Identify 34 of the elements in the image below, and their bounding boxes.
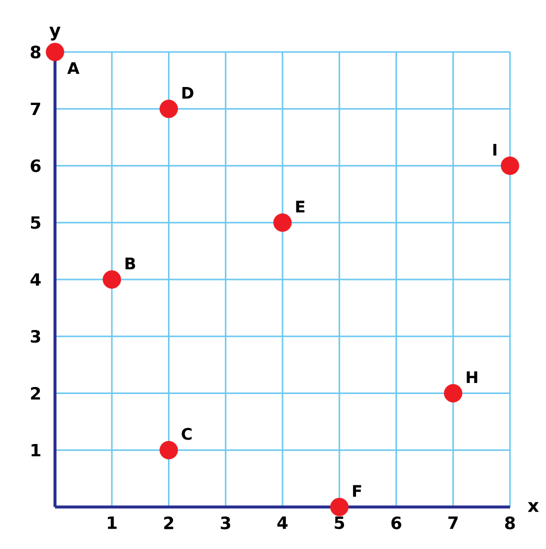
point (160, 100, 178, 118)
annotation: D (182, 87, 194, 99)
annotation: B (126, 258, 136, 270)
x-tick-label: 2 (164, 516, 174, 530)
x-tick-label: 7 (448, 516, 458, 529)
annotation: C (182, 428, 192, 440)
point (160, 440, 178, 460)
y-tick-label: 7 (30, 102, 40, 116)
point (330, 498, 349, 516)
y-tick-label: 5 (31, 216, 40, 229)
y-tick-label: 6 (30, 159, 41, 172)
x-tick-label: 1 (108, 516, 117, 529)
annotation: F (353, 485, 362, 497)
x-tick-label: 6 (391, 516, 402, 530)
y-tick-label: 2 (31, 386, 40, 400)
x-tick-label: 8 (505, 516, 515, 530)
y-axis-title: y (49, 26, 61, 40)
x-axis-title: x (528, 502, 539, 512)
annotation: H (466, 371, 478, 384)
point (500, 156, 520, 175)
annotation: E (296, 200, 304, 212)
x-tick-label: 4 (277, 516, 288, 529)
point (444, 384, 462, 402)
y-tick-label: 4 (30, 273, 41, 286)
annotation: I (493, 144, 496, 156)
y-tick-label: 8 (30, 46, 40, 58)
annotation: A (67, 62, 80, 74)
x-tick-label: 3 (220, 516, 230, 530)
y-tick-label: 3 (30, 330, 40, 343)
x-tick-label: 5 (334, 516, 344, 530)
point (102, 270, 122, 289)
point (273, 213, 292, 232)
y-tick-label: 1 (32, 444, 40, 456)
point (46, 42, 64, 62)
